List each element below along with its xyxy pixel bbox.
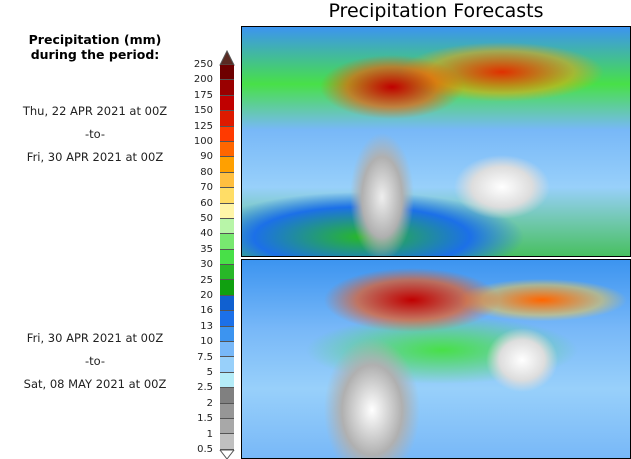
forecast-map-period-2: [241, 259, 631, 459]
colorbar-tick-label: 2.5: [197, 382, 213, 394]
chart-title: Precipitation Forecasts: [328, 0, 544, 22]
colorbar-tick-label: 10: [200, 336, 213, 348]
period-2-end: Sat, 08 MAY 2021 at 00Z: [23, 377, 167, 391]
colorbar-tick-label: 2: [206, 397, 213, 409]
colorbar-tick-label: 20: [200, 290, 213, 301]
colorbar-tick-label: 90: [200, 151, 213, 163]
period-2-start: Fri, 30 APR 2021 at 00Z: [26, 331, 164, 345]
colorbar-band: [220, 372, 234, 389]
colorbar-band: [220, 342, 234, 358]
colorbar-tick-label: 7.5: [197, 351, 213, 363]
period-1-sep: -to-: [84, 127, 106, 141]
colorbar-band: [220, 95, 234, 112]
colorbar-tick-label: 70: [200, 182, 213, 194]
colorbar-tick-label: 50: [200, 213, 213, 224]
colorbar-band: [220, 403, 234, 419]
colorbar-band: [220, 111, 234, 127]
colorbar-band: [220, 388, 234, 404]
colorbar-tick-label: 16: [200, 305, 213, 317]
colorbar-band: [220, 172, 234, 189]
colorbar-band: [220, 141, 234, 158]
colorbar-band: [220, 326, 234, 343]
legend-header: Precipitation (mm) during the period:: [0, 32, 190, 62]
colorbar-band: [220, 357, 234, 373]
colorbar-over-arrow: [219, 50, 235, 66]
colorbar-band: [220, 265, 234, 281]
colorbar-tick-label: 150: [193, 105, 213, 117]
colorbar-band: [220, 126, 234, 142]
legend-header-line2: during the period:: [30, 47, 160, 62]
period-2-sep: -to-: [84, 354, 106, 368]
colorbar-tick-label: 200: [193, 74, 213, 86]
legend-header-line1: Precipitation (mm): [28, 32, 162, 47]
period-2-label: Fri, 30 APR 2021 at 00Z -to- Sat, 08 MAY…: [0, 327, 190, 396]
colorbar-tick-label: 80: [200, 166, 213, 178]
colorbar-band: [220, 234, 234, 250]
colorbar-tick-label: 5: [206, 367, 213, 378]
colorbar-tick-label: 100: [193, 136, 213, 147]
colorbar-under-arrow: [219, 450, 235, 459]
colorbar-tick-label: 0.5: [197, 444, 213, 455]
colorbar-tick-label: 1: [206, 428, 213, 440]
period-1-label: Thu, 22 APR 2021 at 00Z -to- Fri, 30 APR…: [0, 100, 190, 169]
colorbar-tick-label: 125: [193, 120, 213, 132]
colorbar-tick-label: 250: [193, 59, 213, 70]
colorbar-band: [220, 295, 234, 312]
colorbar-tick-label: 1.5: [197, 413, 213, 425]
colorbar-band: [220, 418, 234, 435]
colorbar-band: [220, 434, 234, 450]
colorbar-tick-label: 40: [200, 228, 213, 240]
colorbar: [220, 65, 234, 450]
colorbar-tick-label: 60: [200, 197, 213, 209]
colorbar-tick-label: 25: [200, 274, 213, 286]
colorbar-band: [220, 311, 234, 327]
colorbar-tick-label: 13: [200, 320, 213, 332]
colorbar-tick-label: 35: [200, 243, 213, 255]
colorbar-band: [220, 203, 234, 219]
colorbar-tick-label: 30: [200, 259, 213, 271]
colorbar-band: [220, 157, 234, 173]
period-1-end: Fri, 30 APR 2021 at 00Z: [26, 150, 164, 164]
colorbar-band: [220, 80, 234, 96]
forecast-map-period-1: [241, 26, 631, 257]
colorbar-band: [220, 280, 234, 296]
colorbar-band: [220, 65, 234, 81]
colorbar-band: [220, 188, 234, 204]
colorbar-band: [220, 249, 234, 266]
period-1-start: Thu, 22 APR 2021 at 00Z: [22, 104, 168, 118]
colorbar-band: [220, 218, 234, 235]
colorbar-tick-label: 175: [193, 89, 213, 101]
